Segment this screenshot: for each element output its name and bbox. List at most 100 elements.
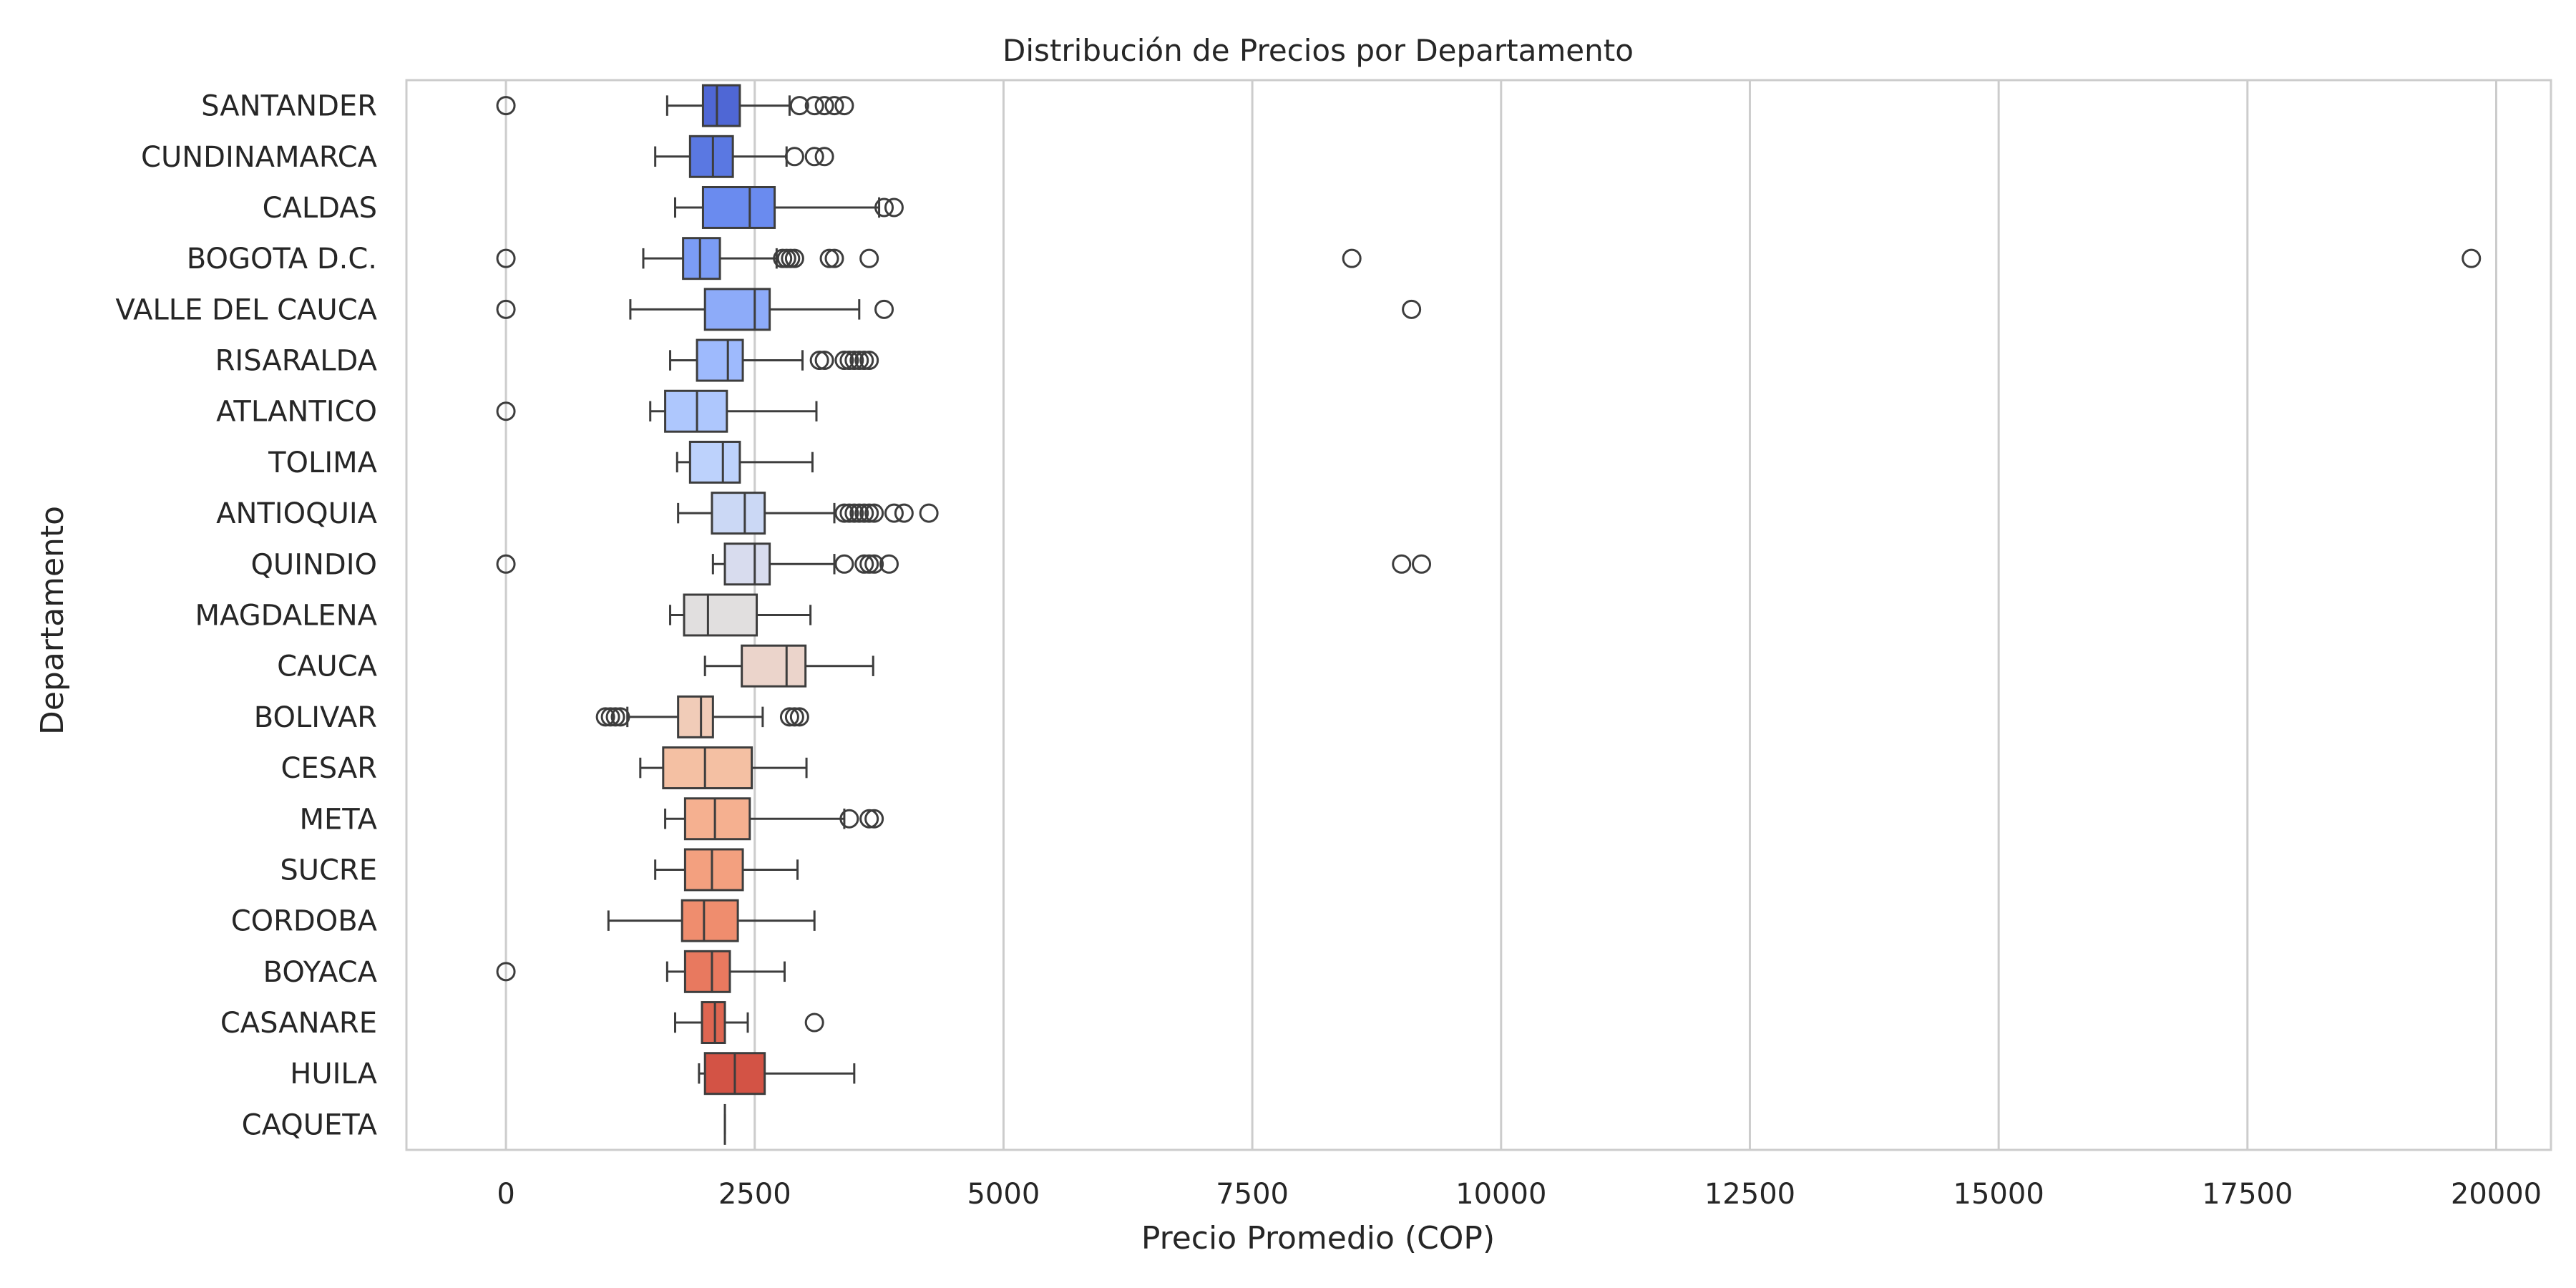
outlier-point: [859, 351, 879, 371]
box-group: [675, 440, 814, 484]
outlier-point: [839, 809, 859, 829]
box-iqr: [701, 186, 776, 229]
box-iqr: [723, 542, 771, 586]
x-tick-label: 20000: [2451, 1178, 2542, 1211]
outlier-point: [844, 351, 864, 371]
x-tick-label: 5000: [967, 1178, 1040, 1211]
box-group: [703, 644, 874, 688]
outlier-point: [824, 248, 844, 268]
outlier-point: [859, 248, 879, 268]
box-iqr: [682, 237, 721, 280]
outlier-point: [804, 96, 824, 116]
outlier-point: [864, 554, 884, 574]
x-tick-label: 10000: [1455, 1178, 1546, 1211]
plot-border: [405, 79, 2552, 1151]
outlier-point: [834, 554, 854, 574]
outlier-point: [819, 248, 839, 268]
y-category-label: ATLANTICO: [216, 396, 377, 429]
box-group: [677, 492, 939, 535]
x-tick-label: 0: [497, 1178, 514, 1211]
box-group: [654, 135, 834, 178]
outlier-point: [814, 351, 834, 371]
outlier-point: [784, 248, 804, 268]
box-group: [664, 797, 884, 841]
x-tick-label: 15000: [1953, 1178, 2044, 1211]
y-category-label: BOGOTA D.C.: [187, 243, 377, 275]
box-group: [673, 186, 904, 229]
outlier-point: [844, 503, 864, 523]
outlier-point: [834, 503, 854, 523]
outlier-point: [804, 147, 824, 167]
outlier-point: [496, 96, 516, 116]
box-iqr: [703, 288, 771, 331]
box-iqr: [701, 84, 741, 127]
box-group: [639, 746, 808, 790]
y-category-label: CAQUETA: [242, 1108, 378, 1141]
box-group: [595, 695, 809, 738]
box-group: [607, 899, 816, 942]
box-group: [496, 389, 818, 433]
box-iqr: [680, 899, 739, 942]
outlier-point: [1342, 248, 1362, 268]
outlier-point: [859, 503, 879, 523]
outlier-point: [496, 248, 516, 268]
outlier-point: [784, 147, 804, 167]
outlier-point: [809, 351, 829, 371]
x-axis-label: Precio Promedio (COP): [1141, 1220, 1495, 1257]
y-category-label: ANTIOQUIA: [216, 497, 378, 530]
y-category-label: CORDOBA: [231, 905, 378, 938]
y-category-label: HUILA: [290, 1058, 377, 1091]
box-group: [698, 1052, 856, 1096]
x-tick-label: 17500: [2202, 1178, 2293, 1211]
y-category-label: TOLIMA: [268, 447, 378, 479]
outlier-point: [864, 809, 884, 829]
outlier-point: [496, 401, 516, 421]
outlier-point: [595, 707, 615, 727]
outlier-point: [824, 96, 844, 116]
y-category-label: CAUCA: [277, 650, 378, 683]
y-category-label: QUINDIO: [250, 548, 377, 581]
outlier-point: [804, 1013, 824, 1033]
y-category-label: META: [300, 803, 378, 836]
y-category-label: RISARALDA: [215, 345, 378, 378]
box-iqr: [662, 746, 753, 790]
outlier-point: [864, 503, 884, 523]
box-group: [496, 84, 854, 127]
box-series: [496, 84, 2482, 1145]
y-category-label: CALDAS: [263, 192, 377, 225]
box-group: [496, 542, 1432, 586]
box-iqr: [711, 492, 766, 535]
outlier-point: [1402, 299, 1422, 319]
outlier-point: [919, 503, 939, 523]
outlier-point: [789, 707, 809, 727]
box-group: [669, 593, 812, 637]
y-category-label: CASANARE: [220, 1007, 377, 1040]
outlier-point: [839, 351, 859, 371]
outlier-point: [834, 351, 854, 371]
box-iqr: [683, 593, 758, 637]
outlier-point: [874, 197, 894, 218]
y-category-label: SANTANDER: [201, 90, 377, 123]
x-axis-ticks: 0 2500 5000 7500 10000 12500 15000 17500 20000: [497, 1178, 2542, 1211]
outlier-point: [605, 707, 625, 727]
outlier-point: [849, 503, 869, 523]
plot-frame: [405, 79, 2552, 1151]
box-iqr: [688, 135, 734, 178]
box-group: [669, 338, 879, 382]
outlier-point: [834, 96, 854, 116]
outlier-point: [859, 809, 879, 829]
box-iqr: [741, 644, 807, 688]
outlier-point: [1412, 554, 1432, 574]
x-tick-label: 7500: [1216, 1178, 1289, 1211]
outlier-point: [884, 503, 904, 523]
outlier-point: [814, 147, 834, 167]
outlier-point: [839, 503, 859, 523]
outlier-point: [2462, 248, 2482, 268]
box-iqr: [688, 440, 741, 484]
y-category-label: CUNDINAMARCA: [141, 141, 378, 174]
box-iqr: [683, 848, 744, 892]
outlier-point: [610, 707, 630, 727]
